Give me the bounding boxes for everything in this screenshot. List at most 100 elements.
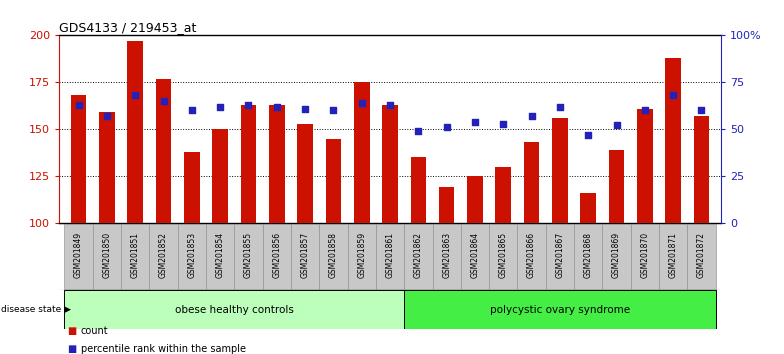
Bar xyxy=(150,224,178,289)
Text: ■: ■ xyxy=(67,344,76,354)
Text: GSM201849: GSM201849 xyxy=(74,232,83,278)
Bar xyxy=(121,224,150,289)
Point xyxy=(412,128,425,134)
Bar xyxy=(156,79,172,223)
Text: GSM201858: GSM201858 xyxy=(329,232,338,278)
Text: GSM201868: GSM201868 xyxy=(584,232,593,278)
Bar xyxy=(659,224,688,289)
Point xyxy=(327,108,339,113)
Text: GSM201867: GSM201867 xyxy=(555,232,564,278)
Point xyxy=(186,108,198,113)
Bar xyxy=(178,224,206,289)
Text: disease state ▶: disease state ▶ xyxy=(1,305,71,314)
Text: GSM201863: GSM201863 xyxy=(442,232,451,278)
Bar xyxy=(552,118,568,223)
Text: GSM201850: GSM201850 xyxy=(103,232,111,278)
Bar xyxy=(376,224,405,289)
Point xyxy=(525,113,538,119)
Text: GSM201855: GSM201855 xyxy=(244,232,253,278)
Text: GSM201871: GSM201871 xyxy=(669,232,677,278)
Bar xyxy=(354,82,369,223)
Bar xyxy=(630,224,659,289)
Point xyxy=(355,100,368,106)
Bar xyxy=(524,142,539,223)
Bar xyxy=(602,224,630,289)
Bar xyxy=(263,224,291,289)
Bar xyxy=(234,224,263,289)
Bar xyxy=(411,157,426,223)
Bar xyxy=(383,105,397,223)
Point xyxy=(610,122,622,128)
Bar xyxy=(128,41,143,223)
Point xyxy=(242,102,255,108)
Text: GSM201862: GSM201862 xyxy=(414,232,423,278)
Text: GSM201854: GSM201854 xyxy=(216,232,225,278)
Bar xyxy=(439,187,455,223)
Bar xyxy=(93,224,121,289)
Bar xyxy=(666,58,681,223)
Text: GSM201865: GSM201865 xyxy=(499,232,508,278)
Text: GDS4133 / 219453_at: GDS4133 / 219453_at xyxy=(59,21,196,34)
Text: GSM201852: GSM201852 xyxy=(159,232,168,278)
Bar xyxy=(269,105,285,223)
Text: GSM201851: GSM201851 xyxy=(131,232,140,278)
Text: obese healthy controls: obese healthy controls xyxy=(175,305,294,315)
Point xyxy=(695,108,708,113)
Bar xyxy=(291,224,319,289)
Text: ■: ■ xyxy=(67,326,76,336)
Point xyxy=(441,125,453,130)
Bar xyxy=(694,116,710,223)
Bar xyxy=(495,167,511,223)
Text: GSM201869: GSM201869 xyxy=(612,232,621,278)
Point xyxy=(270,104,283,109)
Point xyxy=(214,104,227,109)
Bar xyxy=(241,105,256,223)
Bar xyxy=(325,139,341,223)
Point xyxy=(497,121,510,126)
Point xyxy=(72,102,85,108)
Text: GSM201857: GSM201857 xyxy=(300,232,310,278)
Point xyxy=(639,108,652,113)
Bar xyxy=(184,152,200,223)
Text: GSM201866: GSM201866 xyxy=(527,232,536,278)
Point xyxy=(384,102,397,108)
Bar xyxy=(580,193,596,223)
Point xyxy=(469,119,481,125)
Bar xyxy=(637,109,652,223)
Bar xyxy=(405,290,716,329)
Point xyxy=(129,93,141,98)
Point xyxy=(299,106,311,112)
Bar xyxy=(517,224,546,289)
Text: polycystic ovary syndrome: polycystic ovary syndrome xyxy=(490,305,630,315)
Bar xyxy=(99,112,114,223)
Bar xyxy=(405,224,433,289)
Bar xyxy=(206,224,234,289)
Bar xyxy=(461,224,489,289)
Bar xyxy=(212,129,228,223)
Bar xyxy=(574,224,602,289)
Bar xyxy=(64,224,93,289)
Point xyxy=(667,93,680,98)
Bar xyxy=(347,224,376,289)
Text: GSM201859: GSM201859 xyxy=(358,232,366,278)
Bar xyxy=(433,224,461,289)
Bar xyxy=(64,290,405,329)
Text: percentile rank within the sample: percentile rank within the sample xyxy=(81,344,245,354)
Text: GSM201870: GSM201870 xyxy=(641,232,649,278)
Text: count: count xyxy=(81,326,108,336)
Bar xyxy=(71,96,86,223)
Bar xyxy=(688,224,716,289)
Point xyxy=(158,98,170,104)
Point xyxy=(554,104,566,109)
Text: GSM201853: GSM201853 xyxy=(187,232,196,278)
Bar xyxy=(297,124,313,223)
Text: GSM201861: GSM201861 xyxy=(386,232,394,278)
Text: GSM201864: GSM201864 xyxy=(470,232,480,278)
Text: GSM201856: GSM201856 xyxy=(272,232,281,278)
Bar xyxy=(546,224,574,289)
Bar xyxy=(467,176,483,223)
Point xyxy=(100,113,113,119)
Bar xyxy=(608,150,624,223)
Bar xyxy=(319,224,347,289)
Bar xyxy=(489,224,517,289)
